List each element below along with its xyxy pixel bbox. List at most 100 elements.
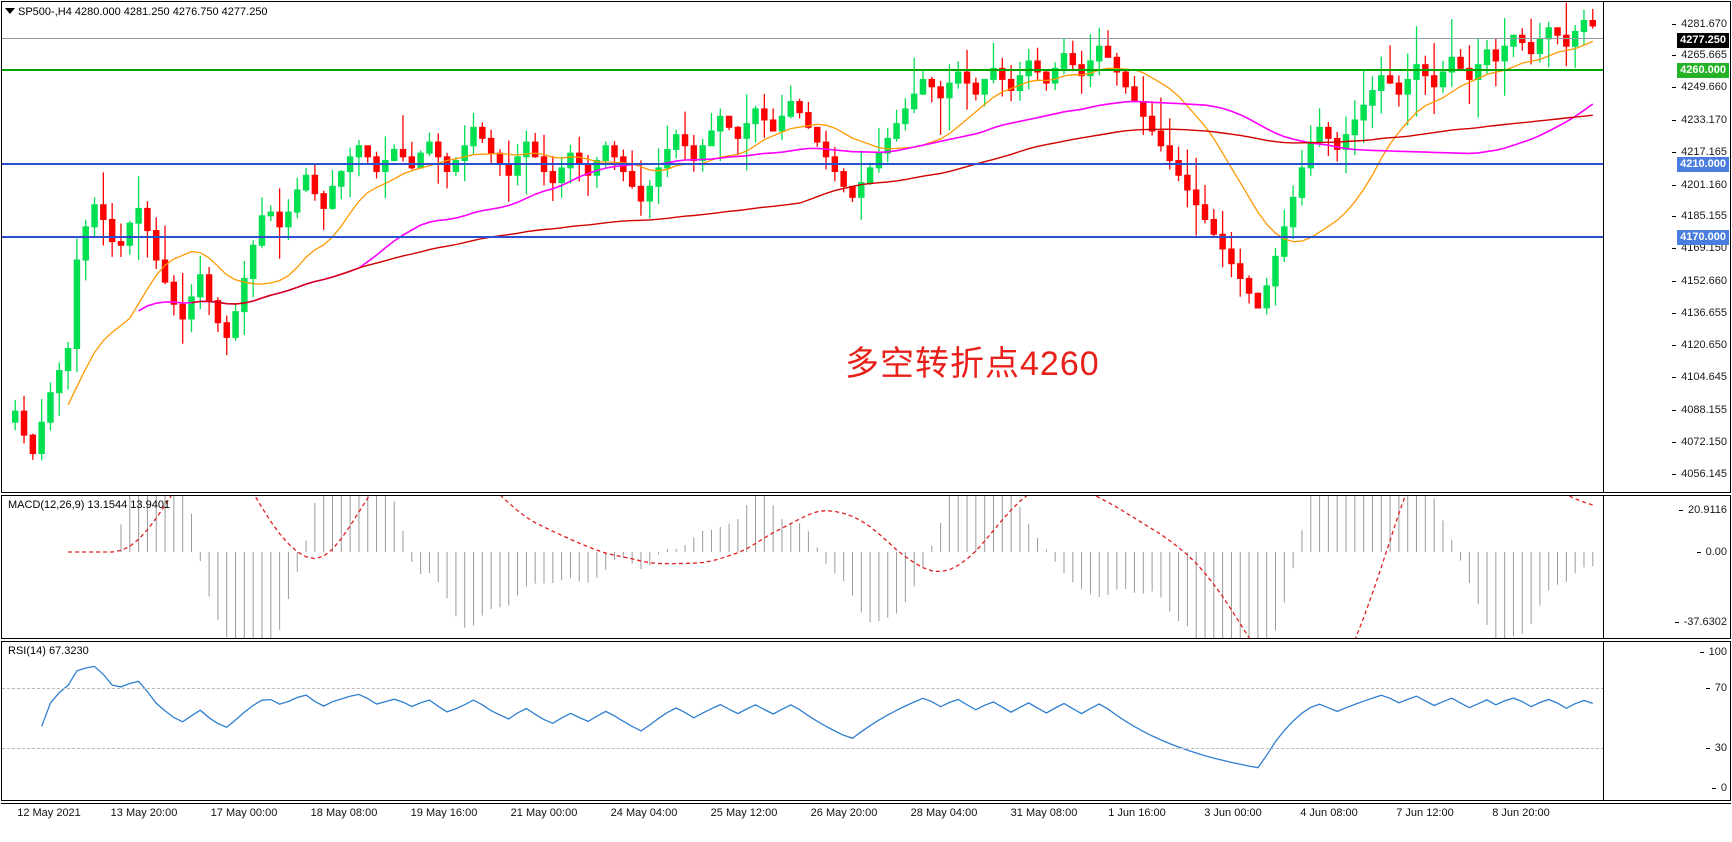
level-line-4260	[2, 69, 1604, 71]
price-tick: 4136.655	[1672, 307, 1727, 319]
time-axis-label: 25 May 12:00	[710, 807, 778, 819]
macd-tick-label: 20.9116	[1688, 504, 1727, 516]
price-tick: 4201.160	[1672, 179, 1727, 191]
time-axis-label: 31 May 08:00	[1010, 807, 1078, 819]
macd-tick: 20.9116	[1679, 504, 1727, 516]
price-tick: 4152.660	[1672, 275, 1727, 287]
tick-mark	[1696, 552, 1701, 553]
rsi-tick-label: 70	[1714, 682, 1727, 694]
rsi-guide-line	[2, 688, 1604, 689]
time-axis-label: 18 May 08:00	[310, 807, 378, 819]
price-plot-area[interactable]	[2, 2, 1604, 492]
level-label-4260[interactable]: 4260.000	[1677, 63, 1729, 78]
price-candles	[11, 2, 1597, 461]
tick-mark	[1672, 248, 1677, 249]
rsi-plot-area[interactable]	[2, 642, 1604, 800]
price-tick-label: 4136.655	[1681, 307, 1727, 319]
macd-axis[interactable]: 20.9116 0.00 -37.6302	[1603, 496, 1730, 638]
price-tick-label: 4249.660	[1681, 81, 1727, 93]
macd-plot-area[interactable]	[2, 496, 1604, 638]
tick-mark	[1672, 152, 1677, 153]
tick-mark	[1672, 474, 1677, 475]
time-axis-label: 24 May 04:00	[610, 807, 678, 819]
price-tick: 4233.170	[1672, 114, 1727, 126]
price-tick-label: 4120.650	[1681, 339, 1727, 351]
time-axis-label: 26 May 20:00	[810, 807, 878, 819]
tick-mark	[1672, 120, 1677, 121]
level-line-4170	[2, 236, 1604, 238]
rsi-tick: 70	[1705, 682, 1727, 694]
macd-tick-label: -37.6302	[1683, 616, 1727, 628]
price-tick-label: 4152.660	[1681, 275, 1727, 287]
level-label-4170[interactable]: 4170.000	[1677, 230, 1729, 245]
time-axis[interactable]: 12 May 2021 13 May 20:00 17 May 00:00 18 Ma…	[1, 803, 1731, 825]
chart-annotation: 多空转折点4260	[845, 345, 1100, 383]
price-tick-label: 4088.155	[1681, 404, 1727, 416]
current-price-label[interactable]: 4277.250	[1677, 33, 1729, 48]
price-panel[interactable]: 4281.670 4265.665 4249.660 4233.170 4217.165…	[1, 1, 1731, 493]
price-tick: 4120.650	[1672, 339, 1727, 351]
price-tick: 4169.150	[1672, 242, 1727, 254]
tick-mark	[1679, 510, 1684, 511]
time-axis-label: 3 Jun 00:00	[1204, 807, 1262, 819]
price-tick: 4265.665	[1672, 49, 1727, 61]
price-tick: 4281.670	[1672, 18, 1727, 30]
macd-tick-label: 0.00	[1705, 546, 1727, 558]
macd-tick: 0.00	[1696, 546, 1727, 558]
time-axis-label: 7 Jun 12:00	[1396, 807, 1454, 819]
price-tick-label: 4265.665	[1681, 49, 1727, 61]
time-axis-label: 21 May 00:00	[510, 807, 578, 819]
macd-tick: -37.6302	[1674, 616, 1727, 628]
price-tick: 4217.165	[1672, 146, 1727, 158]
tick-mark	[1674, 622, 1679, 623]
level-label-4210[interactable]: 4210.000	[1677, 157, 1729, 172]
rsi-graph	[41, 665, 1594, 769]
macd-panel[interactable]: MACD(12,26,9) 13.1544 13.9401 20.9116 0.0…	[1, 495, 1731, 639]
price-tick-label: 4104.645	[1681, 371, 1727, 383]
rsi-tick: 100	[1699, 647, 1727, 658]
price-tick-label: 4281.670	[1681, 18, 1727, 30]
tick-mark	[1705, 688, 1710, 689]
price-tick-label: 4201.160	[1681, 179, 1727, 191]
rsi-title: RSI(14) 67.3230	[8, 645, 89, 657]
tick-mark	[1672, 24, 1677, 25]
time-axis-label: 1 Jun 16:00	[1108, 807, 1166, 819]
price-tick: 4088.155	[1672, 404, 1727, 416]
rsi-tick-label: 0	[1720, 782, 1727, 794]
tick-mark	[1672, 87, 1677, 88]
time-axis-label: 19 May 16:00	[410, 807, 478, 819]
price-tick: 4056.145	[1672, 468, 1727, 480]
rsi-tick: 0	[1711, 782, 1727, 794]
price-tick-label: 4169.150	[1681, 242, 1727, 254]
rsi-axis[interactable]: 100 70 30 0	[1603, 642, 1730, 800]
tick-mark	[1672, 377, 1677, 378]
tick-mark	[1672, 55, 1677, 56]
time-axis-label: 4 Jun 08:00	[1300, 807, 1358, 819]
tick-mark	[1672, 410, 1677, 411]
price-tick-label: 4217.165	[1681, 146, 1727, 158]
price-axis[interactable]: 4281.670 4265.665 4249.660 4233.170 4217.165…	[1603, 2, 1730, 492]
price-tick-label: 4233.170	[1681, 114, 1727, 126]
price-tick: 4185.155	[1672, 210, 1727, 222]
price-tick: 4072.150	[1672, 437, 1727, 448]
tick-mark	[1672, 345, 1677, 346]
tick-mark	[1672, 185, 1677, 186]
rsi-guide-line	[2, 748, 1604, 749]
price-tick-label: 4185.155	[1681, 210, 1727, 222]
price-tick-label: 4056.145	[1681, 468, 1727, 480]
tick-mark	[1699, 652, 1704, 653]
symbol-title: SP500-,H4 4280.000 4281.250 4276.750 427…	[18, 6, 268, 18]
macd-graph	[68, 496, 1594, 638]
rsi-tick: 30	[1705, 742, 1727, 754]
current-price-line	[2, 38, 1604, 39]
price-tick: 4104.645	[1672, 371, 1727, 383]
rsi-tick-label: 30	[1714, 742, 1727, 754]
rsi-panel[interactable]: RSI(14) 67.3230 100 70 30 0	[1, 641, 1731, 801]
macd-title: MACD(12,26,9) 13.1544 13.9401	[8, 499, 171, 511]
time-axis-label: 8 Jun 20:00	[1492, 807, 1550, 819]
tick-mark	[1672, 442, 1677, 443]
tick-mark	[1672, 281, 1677, 282]
tick-mark	[1705, 748, 1710, 749]
chevron-down-icon[interactable]	[5, 8, 15, 14]
